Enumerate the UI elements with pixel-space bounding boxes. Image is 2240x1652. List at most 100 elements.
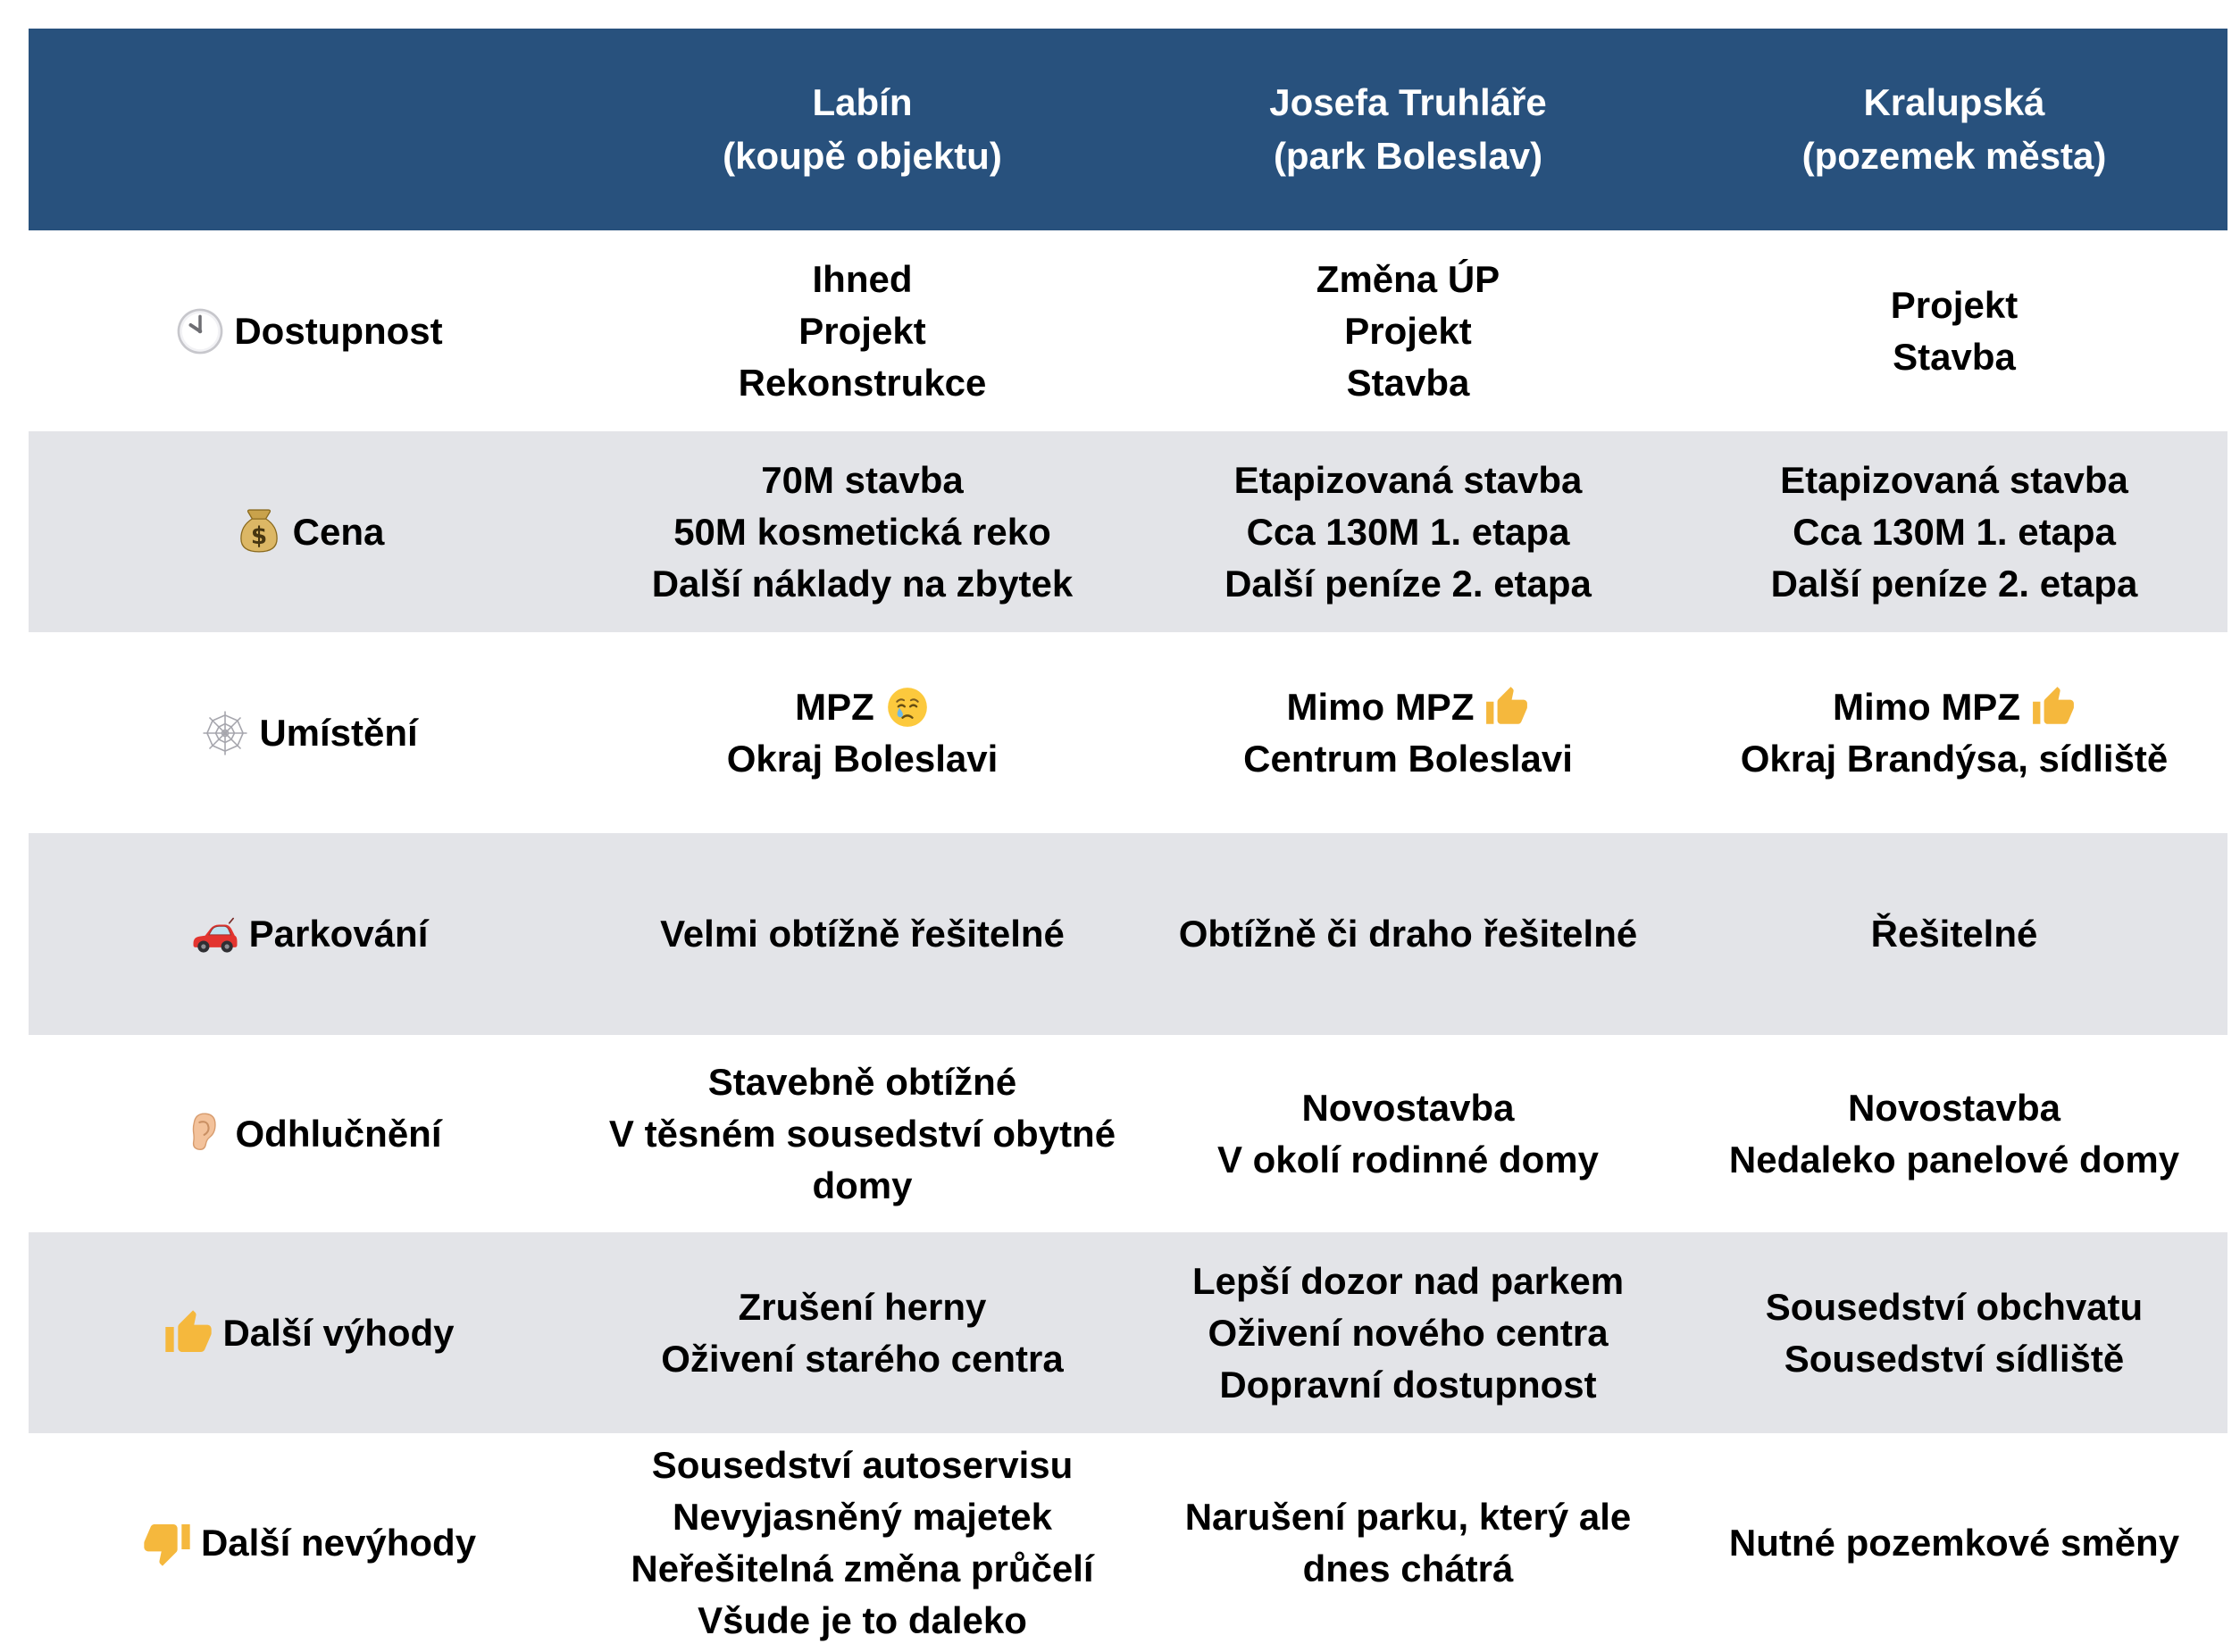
cell-line: 50M kosmetická reko [673,510,1051,553]
cell-line: Stavebně obtížné [707,1060,1017,1103]
cell-cena-kralupska: Etapizovaná stavba Cca 130M 1. etapa Dal… [1681,431,2227,632]
cell-line: Lepší dozor nad parkem [1191,1259,1625,1302]
row-label-dalsi-vyhody: Další výhody [29,1232,589,1433]
cell-line: Sousedství obchvatu [1765,1285,2144,1328]
column-title: Josefa Truhláře [1269,81,1547,123]
cell-line: Oživení starého centra [661,1337,1064,1380]
column-header-josefa-truhlare: Josefa Truhláře (park Boleslav) [1135,29,1681,230]
cell-line: Novostavba [1301,1086,1515,1129]
cell-line: Okraj Boleslavi [726,737,999,780]
row-label-text: Další nevýhody [200,1521,477,1564]
column-subtitle: (park Boleslav) [1273,135,1543,177]
ear-icon [177,1109,227,1159]
cell-line: Etapizovaná stavba [1233,458,1583,501]
thumbs-down-icon [142,1518,192,1568]
cell-line: 70M stavba [761,458,964,501]
row-label-umisteni: Umístění [29,632,589,833]
cell-line: Etapizovaná stavba [1780,458,2128,501]
cell-line-text: MPZ [795,685,874,728]
cell-odhlucneni-labin: Stavebně obtížné V těsném sousedství oby… [589,1035,1135,1232]
cell-line: Další peníze 2. etapa [1224,562,1592,605]
cell-line: Změna ÚP [1316,257,1500,300]
column-header-labin: Labín (koupě objektu) [589,29,1135,230]
cell-line: Sousedství sídliště [1784,1337,2125,1380]
cell-dalsi-vyhody-kralupska: Sousedství obchvatu Sousedství sídliště [1681,1232,2227,1433]
cell-line: Nutné pozemkové směny [1728,1521,2180,1564]
cell-dostupnost-kralupska: Projekt Stavba [1681,230,2227,431]
cell-line: Stavba [1893,335,2016,378]
cell-parkovani-josefa-truhlare: Obtížně či draho řešitelné [1135,833,1681,1035]
row-label-text: Další výhody [222,1311,455,1354]
cell-line: Mimo MPZ [1287,681,1530,733]
column-subtitle: (pozemek města) [1801,135,2107,177]
location-comparison-table: Labín (koupě objektu) Josefa Truhláře (p… [29,29,2227,1652]
cell-dostupnost-labin: Ihned Projekt Rekonstrukce [589,230,1135,431]
cell-line: Cca 130M 1. etapa [1246,510,1570,553]
car-icon [190,909,240,959]
cell-line: Oživení nového centra [1208,1311,1609,1354]
column-header-kralupska: Kralupská (pozemek města) [1681,29,2227,230]
row-label-text: Odhlučnění [235,1112,442,1155]
row-label-text: Cena [292,510,385,553]
row-label-odhlucneni: Odhlučnění [29,1035,589,1232]
cell-line: Další peníze 2. etapa [1770,562,2138,605]
cell-odhlucneni-kralupska: Novostavba Nedaleko panelové domy [1681,1035,2227,1232]
thumbs-up-icon [1484,685,1529,730]
cell-line: Řešitelné [1870,913,2038,955]
cell-line: Obtížně či draho řešitelné [1178,913,1638,955]
cell-line: Neřešitelná změna průčelí [631,1547,1094,1589]
spider-web-icon [200,708,250,758]
column-title: Labín [812,81,913,123]
thumbs-up-icon [163,1308,213,1358]
cell-line: MPZ [795,681,930,733]
column-subtitle: (koupě objektu) [723,135,1002,177]
cell-umisteni-kralupska: Mimo MPZ Okraj Brandýsa, sídliště [1681,632,2227,833]
row-label-dalsi-nevyhody: Další nevýhody [29,1433,589,1652]
cell-dalsi-nevyhody-josefa-truhlare: Narušení parku, který ale dnes chátrá [1135,1433,1681,1652]
cell-line: V těsném sousedství obytné domy [608,1112,1116,1206]
cell-dalsi-vyhody-labin: Zrušení herny Oživení starého centra [589,1232,1135,1433]
row-label-dostupnost: Dostupnost [29,230,589,431]
cell-line: Novostavba [1847,1086,2061,1129]
thumbs-up-icon [2031,685,2076,730]
cell-line: Rekonstrukce [738,361,987,404]
cell-cena-josefa-truhlare: Etapizovaná stavba Cca 130M 1. etapa Dal… [1135,431,1681,632]
row-label-cena: Cena [29,431,589,632]
cell-line: Mimo MPZ [1833,681,2076,733]
row-label-text: Umístění [259,711,418,754]
row-label-text: Dostupnost [234,309,443,352]
cell-dalsi-vyhody-josefa-truhlare: Lepší dozor nad parkem Oživení nového ce… [1135,1232,1681,1433]
cell-line: Zrušení herny [738,1285,987,1328]
cell-line: Centrum Boleslavi [1243,737,1573,780]
row-label-text: Parkování [248,913,429,955]
cell-line: Další náklady na zbytek [651,562,1074,605]
clock-icon [175,306,225,356]
cell-line-text: Mimo MPZ [1833,685,2020,728]
cell-line: Cca 130M 1. etapa [1793,510,2116,553]
row-label-parkovani: Parkování [29,833,589,1035]
header-empty-cell [29,29,589,230]
cell-line: Projekt [1344,309,1472,352]
cell-umisteni-labin: MPZ Okraj Boleslavi [589,632,1135,833]
cell-dalsi-nevyhody-labin: Sousedství autoservisu Nevyjasněný majet… [589,1433,1135,1652]
cell-parkovani-kralupska: Řešitelné [1681,833,2227,1035]
cell-line: Dopravní dostupnost [1219,1363,1597,1406]
cell-line: Projekt [1890,283,2019,326]
cell-line: Ihned [812,257,913,300]
money-bag-icon [234,507,284,557]
cell-line: Všude je to daleko [698,1598,1027,1641]
cell-line: Sousedství autoservisu [651,1443,1074,1486]
cell-cena-labin: 70M stavba 50M kosmetická reko Další nák… [589,431,1135,632]
cell-odhlucneni-josefa-truhlare: Novostavba V okolí rodinné domy [1135,1035,1681,1232]
cell-parkovani-labin: Velmi obtížně řešitelné [589,833,1135,1035]
cell-line-text: Mimo MPZ [1286,685,1475,728]
crying-face-icon [885,685,930,730]
cell-line: Okraj Brandýsa, sídliště [1740,737,2169,780]
cell-line: Nevyjasněný majetek [673,1495,1052,1538]
cell-dalsi-nevyhody-kralupska: Nutné pozemkové směny [1681,1433,2227,1652]
column-title: Kralupská [1863,81,2045,123]
cell-line: Velmi obtížně řešitelné [660,913,1065,955]
cell-line: Stavba [1346,361,1470,404]
cell-line: V okolí rodinné domy [1216,1138,1600,1181]
